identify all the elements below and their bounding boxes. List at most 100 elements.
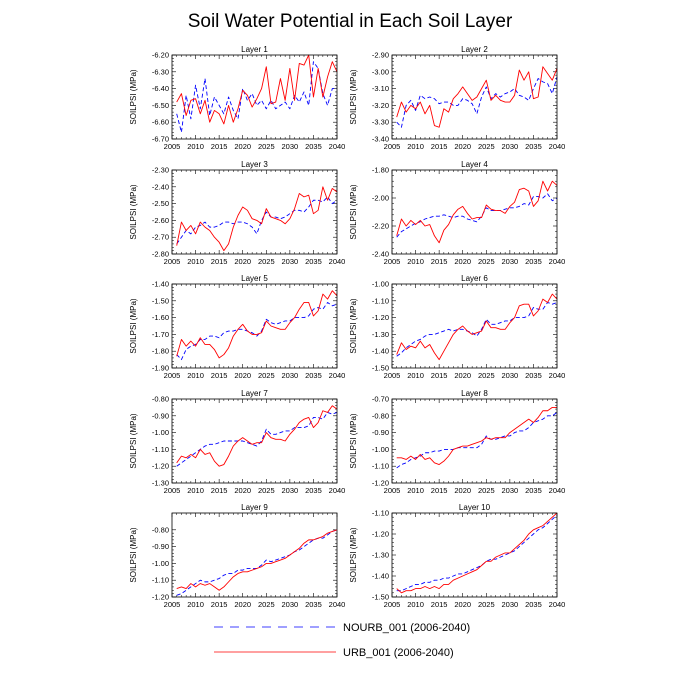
- x-tick-label: 2005: [384, 142, 401, 151]
- x-tick-label: 2030: [502, 257, 519, 266]
- y-tick-label: -0.80: [152, 525, 169, 534]
- x-tick-label: 2015: [211, 486, 228, 495]
- y-tick-label: -1.40: [372, 572, 389, 581]
- x-tick-label: 2030: [282, 371, 299, 380]
- legend-label-urb: URB_001 (2006-2040): [343, 647, 454, 659]
- y-tick-label: -1.20: [372, 313, 389, 322]
- x-tick-label: 2005: [384, 257, 401, 266]
- panel-layer-2: Layer 2 SOILPSI (MPa) 2005 2010 2015 2020 2025…: [349, 45, 565, 151]
- y-tick-label: -1.40: [372, 347, 389, 356]
- y-axis-label: SOILPSI (MPa): [129, 298, 138, 353]
- y-tick-label: -1.30: [152, 479, 169, 488]
- x-tick-label: 2015: [211, 371, 228, 380]
- y-tick-label: -3.00: [372, 67, 389, 76]
- panel-layer-3: Layer 3 SOILPSI (MPa) 2005 2010 2015 2020 2025…: [129, 160, 345, 266]
- panel-layer-7: Layer 7 SOILPSI (MPa) 2005 2010 2015 2020 2025…: [129, 389, 345, 495]
- x-tick-label: 2005: [164, 257, 181, 266]
- y-tick-label: -2.00: [372, 194, 389, 203]
- x-tick-label: 2020: [454, 486, 471, 495]
- y-tick-label: -3.20: [372, 101, 389, 110]
- x-tick-label: 2040: [329, 371, 346, 380]
- series-line-nourb: [396, 193, 558, 238]
- plot-frame: [171, 54, 338, 140]
- x-tick-label: 2015: [211, 600, 228, 609]
- x-tick-label: 2030: [282, 142, 299, 151]
- series-line-urb: [396, 406, 557, 465]
- y-tick-label: -2.60: [152, 216, 169, 225]
- y-tick-label: -1.20: [152, 593, 169, 602]
- y-tick-label: -1.30: [372, 330, 389, 339]
- x-tick-label: 2005: [384, 371, 401, 380]
- y-tick-label: -6.40: [152, 84, 169, 93]
- series-line-urb: [176, 186, 338, 252]
- y-tick-label: -1.00: [372, 445, 389, 454]
- y-axis-label: SOILPSI (MPa): [129, 69, 138, 124]
- y-tick-label: -1.50: [372, 364, 389, 373]
- y-tick-label: -0.70: [372, 395, 389, 404]
- x-tick-label: 2025: [478, 600, 495, 609]
- x-tick-label: 2010: [407, 486, 424, 495]
- y-axis-label: SOILPSI (MPa): [129, 184, 138, 239]
- y-tick-label: -1.80: [372, 166, 389, 175]
- y-tick-label: -0.90: [372, 428, 389, 437]
- x-tick-label: 2015: [211, 142, 228, 151]
- x-tick-label: 2025: [258, 486, 275, 495]
- x-tick-label: 2040: [329, 486, 346, 495]
- x-tick-label: 2010: [407, 371, 424, 380]
- plot-frame: [171, 169, 338, 255]
- series-line-urb: [396, 512, 558, 594]
- legend-label-nourb: NOURB_001 (2006-2040): [343, 622, 470, 634]
- y-tick-label: -2.80: [152, 250, 169, 259]
- series-line-nourb: [396, 514, 558, 592]
- y-tick-label: -0.90: [152, 542, 169, 551]
- x-tick-label: 2035: [305, 142, 322, 151]
- x-tick-label: 2030: [502, 371, 519, 380]
- x-tick-label: 2010: [407, 600, 424, 609]
- y-tick-label: -1.80: [152, 347, 169, 356]
- y-tick-label: -1.90: [152, 364, 169, 373]
- x-tick-label: 2030: [502, 600, 519, 609]
- x-tick-label: 2010: [407, 142, 424, 151]
- panel-title: Layer 4: [461, 160, 488, 169]
- x-tick-label: 2035: [525, 486, 542, 495]
- y-tick-label: -3.40: [372, 135, 389, 144]
- x-tick-label: 2040: [329, 257, 346, 266]
- plot-frame: [171, 283, 338, 369]
- x-tick-label: 2005: [164, 486, 181, 495]
- y-tick-label: -2.30: [152, 166, 169, 175]
- plot-frame: [391, 169, 558, 255]
- series-line-urb: [176, 405, 338, 467]
- x-tick-label: 2030: [502, 486, 519, 495]
- x-tick-label: 2025: [258, 371, 275, 380]
- x-tick-label: 2020: [234, 142, 251, 151]
- plot-frame: [391, 283, 558, 369]
- y-tick-label: -3.10: [372, 84, 389, 93]
- x-tick-label: 2020: [454, 600, 471, 609]
- x-tick-label: 2040: [329, 600, 346, 609]
- x-tick-label: 2005: [164, 371, 181, 380]
- panel-title: Layer 8: [461, 389, 488, 398]
- x-tick-label: 2005: [384, 486, 401, 495]
- x-tick-label: 2010: [187, 371, 204, 380]
- y-tick-label: -1.40: [152, 280, 169, 289]
- x-tick-label: 2040: [549, 486, 566, 495]
- y-axis-label: SOILPSI (MPa): [129, 527, 138, 582]
- y-tick-label: -2.70: [152, 233, 169, 242]
- x-tick-label: 2025: [478, 257, 495, 266]
- x-tick-label: 2040: [549, 257, 566, 266]
- x-tick-label: 2015: [431, 600, 448, 609]
- panel-layer-10: Layer 10 SOILPSI (MPa) 2005 2010 2015 2020 202…: [349, 503, 565, 609]
- y-tick-label: -1.30: [372, 551, 389, 560]
- x-tick-label: 2025: [258, 257, 275, 266]
- y-tick-label: -2.20: [372, 222, 389, 231]
- y-tick-label: -1.20: [372, 530, 389, 539]
- x-tick-label: 2015: [431, 371, 448, 380]
- x-tick-label: 2020: [234, 486, 251, 495]
- plot-frame: [391, 398, 558, 484]
- y-tick-label: -1.20: [372, 479, 389, 488]
- y-tick-label: -6.30: [152, 67, 169, 76]
- x-tick-label: 2030: [502, 142, 519, 151]
- y-tick-label: -1.60: [152, 313, 169, 322]
- plot-frame: [391, 54, 558, 140]
